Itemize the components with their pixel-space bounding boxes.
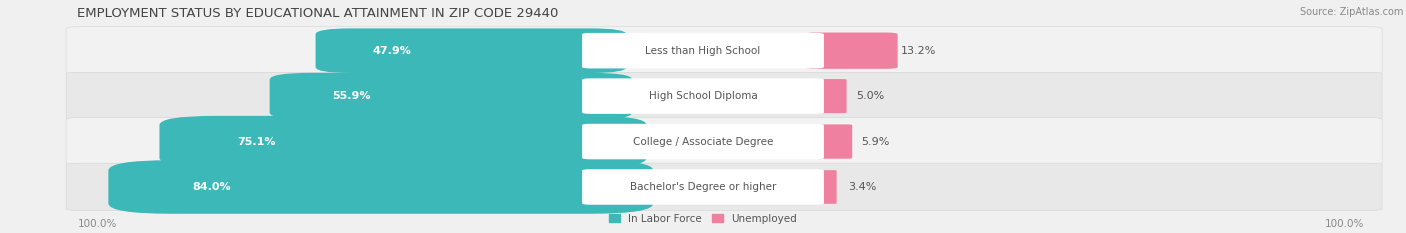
FancyBboxPatch shape <box>582 78 824 114</box>
Text: 100.0%: 100.0% <box>77 219 117 229</box>
Text: Source: ZipAtlas.com: Source: ZipAtlas.com <box>1299 7 1403 17</box>
FancyBboxPatch shape <box>811 124 852 159</box>
Text: 84.0%: 84.0% <box>193 182 231 192</box>
Text: 3.4%: 3.4% <box>848 182 876 192</box>
Text: 55.9%: 55.9% <box>333 91 371 101</box>
Text: 5.9%: 5.9% <box>862 137 890 147</box>
FancyBboxPatch shape <box>582 124 824 159</box>
FancyBboxPatch shape <box>159 116 647 167</box>
FancyBboxPatch shape <box>270 73 633 119</box>
Text: 100.0%: 100.0% <box>1324 219 1364 229</box>
Text: Less than High School: Less than High School <box>645 46 761 56</box>
FancyBboxPatch shape <box>66 118 1382 165</box>
FancyBboxPatch shape <box>582 33 824 69</box>
Text: High School Diploma: High School Diploma <box>648 91 758 101</box>
Text: Bachelor's Degree or higher: Bachelor's Degree or higher <box>630 182 776 192</box>
Text: College / Associate Degree: College / Associate Degree <box>633 137 773 147</box>
FancyBboxPatch shape <box>66 163 1382 210</box>
Text: 75.1%: 75.1% <box>236 137 276 147</box>
Text: 47.9%: 47.9% <box>373 46 412 56</box>
Text: 5.0%: 5.0% <box>856 91 884 101</box>
Text: 13.2%: 13.2% <box>901 46 936 56</box>
FancyBboxPatch shape <box>66 72 1382 120</box>
FancyBboxPatch shape <box>582 169 824 205</box>
FancyBboxPatch shape <box>108 160 654 214</box>
FancyBboxPatch shape <box>66 27 1382 74</box>
FancyBboxPatch shape <box>315 28 627 73</box>
Text: EMPLOYMENT STATUS BY EDUCATIONAL ATTAINMENT IN ZIP CODE 29440: EMPLOYMENT STATUS BY EDUCATIONAL ATTAINM… <box>77 7 558 20</box>
Legend: In Labor Force, Unemployed: In Labor Force, Unemployed <box>605 209 801 228</box>
FancyBboxPatch shape <box>811 79 846 113</box>
FancyBboxPatch shape <box>804 33 897 69</box>
FancyBboxPatch shape <box>813 170 837 204</box>
